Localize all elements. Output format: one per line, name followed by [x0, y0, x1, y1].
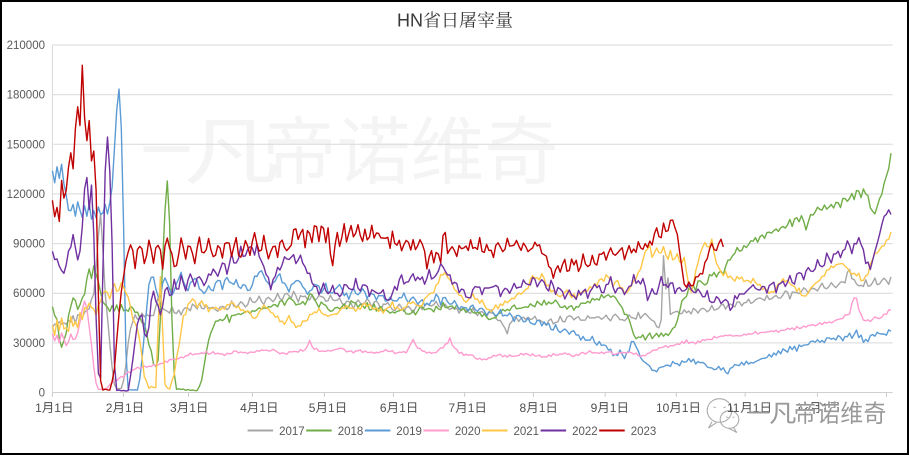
svg-text:120000: 120000	[7, 189, 45, 201]
svg-text:2: 2	[106, 401, 113, 415]
svg-text:1: 1	[682, 401, 689, 415]
svg-text:1: 1	[328, 401, 335, 415]
svg-text:2020: 2020	[455, 426, 481, 438]
svg-text:210000: 210000	[7, 40, 45, 52]
svg-text:HN: HN	[397, 11, 423, 31]
svg-text:2019: 2019	[396, 426, 422, 438]
svg-text:60000: 60000	[13, 288, 45, 300]
svg-text:2023: 2023	[631, 426, 657, 438]
svg-text:1: 1	[468, 401, 475, 415]
svg-text:30000: 30000	[13, 338, 45, 350]
svg-text:4: 4	[240, 401, 247, 415]
svg-text:1: 1	[539, 401, 546, 415]
svg-text:11: 11	[727, 401, 740, 415]
svg-text:1: 1	[125, 401, 132, 415]
svg-text:2018: 2018	[338, 426, 364, 438]
svg-text:8: 8	[520, 401, 527, 415]
svg-text:6: 6	[380, 401, 387, 415]
svg-text:2022: 2022	[572, 426, 598, 438]
svg-text:1: 1	[753, 401, 760, 415]
svg-text:1: 1	[399, 401, 406, 415]
svg-text:1: 1	[54, 401, 61, 415]
svg-text:7: 7	[449, 401, 456, 415]
svg-text:150000: 150000	[7, 139, 45, 151]
svg-text:1: 1	[610, 401, 617, 415]
svg-text:2021: 2021	[514, 426, 540, 438]
svg-text:180000: 180000	[7, 90, 45, 102]
svg-text:5: 5	[309, 401, 316, 415]
svg-text:0: 0	[39, 388, 45, 400]
svg-text:1: 1	[822, 401, 829, 415]
svg-text:2017: 2017	[279, 426, 305, 438]
svg-text:3: 3	[170, 401, 177, 415]
svg-text:1: 1	[259, 401, 266, 415]
svg-text:1: 1	[35, 401, 42, 415]
svg-text:9: 9	[591, 401, 598, 415]
svg-text:1: 1	[189, 401, 196, 415]
svg-text:90000: 90000	[13, 239, 45, 251]
svg-text:10: 10	[656, 401, 670, 415]
